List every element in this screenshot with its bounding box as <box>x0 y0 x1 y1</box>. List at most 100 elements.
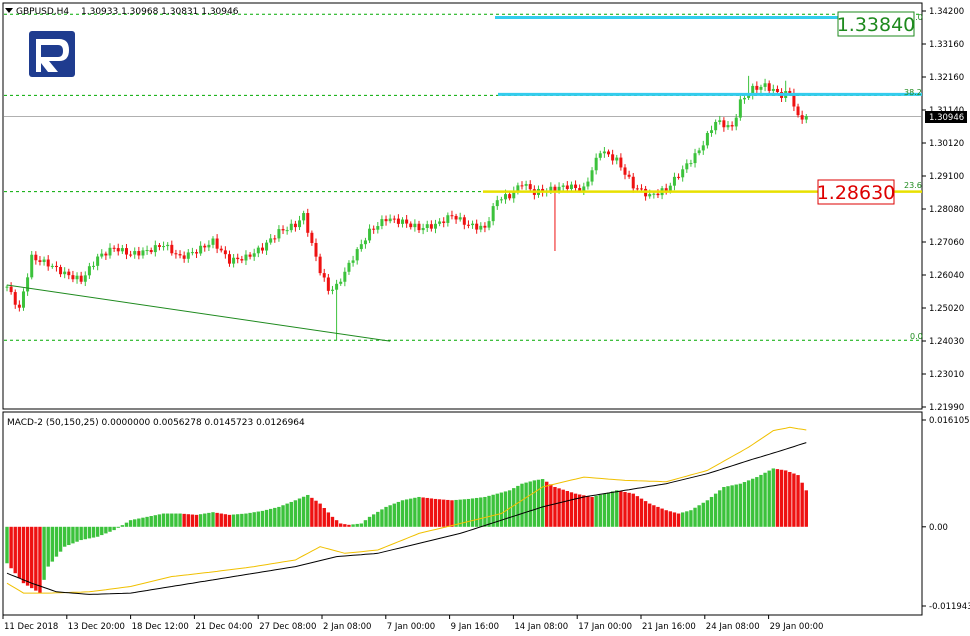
candle-body <box>380 219 384 227</box>
histogram-bar <box>21 526 26 584</box>
symbol-label: GBPUSD,H4 <box>16 7 69 17</box>
histogram-bar <box>722 487 726 527</box>
histogram-bar <box>635 496 640 527</box>
macd-line <box>6 442 807 595</box>
histogram-bar <box>788 471 792 527</box>
histogram-bar <box>656 506 660 527</box>
candle-body <box>38 260 42 262</box>
histogram-bar <box>215 512 219 527</box>
histogram-bar <box>474 497 479 527</box>
histogram-bar <box>260 510 265 527</box>
histogram-bar <box>203 513 207 527</box>
candle-body <box>112 247 116 249</box>
histogram-bar <box>804 490 808 527</box>
candle-body <box>372 228 376 230</box>
candle-body <box>450 215 454 217</box>
candle-body <box>120 248 124 252</box>
candle-body <box>285 230 289 232</box>
histogram-bar <box>409 498 413 527</box>
histogram-bar <box>301 496 306 527</box>
histogram-bar <box>462 499 467 527</box>
candle-body <box>413 223 417 228</box>
time-tick-label: 11 Dec 2018 <box>4 622 58 632</box>
histogram-bar <box>775 469 780 527</box>
candle-body <box>520 185 524 187</box>
price-tick-label: 1.24030 <box>929 337 964 347</box>
candle-body <box>454 215 458 220</box>
histogram-bar <box>573 493 578 527</box>
candle-body <box>153 245 157 253</box>
histogram-bar <box>178 513 182 527</box>
histogram-bar <box>413 497 417 527</box>
histogram-bar <box>746 480 751 527</box>
histogram-bar <box>83 526 87 540</box>
histogram-bar <box>363 520 368 527</box>
histogram-bar <box>231 514 236 527</box>
candle-body <box>479 225 483 230</box>
price-tick-label: 1.29100 <box>929 172 964 182</box>
candle-body <box>75 275 79 280</box>
candle-body <box>446 215 450 223</box>
histogram-bar <box>17 526 22 579</box>
candle-body <box>326 277 330 291</box>
candle-body <box>322 273 326 278</box>
histogram-bar <box>91 526 96 538</box>
histogram-bar <box>528 481 532 527</box>
histogram-bar <box>536 479 541 527</box>
candle-body <box>565 185 569 189</box>
candle-body <box>240 259 244 261</box>
histogram-bar <box>50 526 55 562</box>
histogram-bar <box>623 491 627 527</box>
histogram-bar <box>598 494 602 527</box>
histogram-bar <box>491 494 495 527</box>
histogram-bar <box>190 514 195 527</box>
time-tick-label: 17 Jan 00:00 <box>578 622 632 632</box>
candle-body <box>689 163 693 165</box>
candle-body <box>162 246 166 248</box>
histogram-bar <box>565 490 570 527</box>
histogram-bar <box>796 475 800 527</box>
histogram-bar <box>503 491 508 527</box>
histogram-bar <box>582 495 586 527</box>
candle-body <box>21 291 25 308</box>
candle-body <box>751 85 755 96</box>
histogram-bar <box>384 506 388 527</box>
candle-body <box>442 221 446 223</box>
candle-body <box>615 157 619 161</box>
candle-body <box>677 176 681 178</box>
histogram-bar <box>330 516 335 527</box>
histogram-bar <box>116 526 120 528</box>
histogram-bar <box>112 526 116 531</box>
candle-body <box>199 245 203 254</box>
candle-body <box>34 254 38 261</box>
histogram-bar <box>396 501 401 527</box>
candle-body <box>5 286 9 288</box>
candle-body <box>491 206 495 222</box>
histogram-bar <box>75 526 79 542</box>
candle-body <box>174 253 178 255</box>
histogram-bar <box>767 470 771 527</box>
histogram-bar <box>240 513 244 527</box>
histogram-bar <box>376 511 380 527</box>
candle-body <box>343 271 347 282</box>
dropdown-icon[interactable] <box>5 8 13 13</box>
candle-body <box>771 88 775 91</box>
candle-body <box>664 188 668 191</box>
histogram-bar <box>512 488 516 527</box>
histogram-bar <box>161 513 166 527</box>
target-up-value: 1.33840 <box>837 14 916 36</box>
price-tick-label: 1.32160 <box>929 73 964 83</box>
histogram-bar <box>664 510 668 527</box>
candle-body <box>792 92 796 107</box>
candle-body <box>602 151 606 154</box>
candle-body <box>409 223 413 228</box>
candle-body <box>50 265 54 267</box>
candle-body <box>800 115 804 120</box>
candle-body <box>672 176 676 186</box>
candle-body <box>293 223 297 228</box>
candle-body <box>207 244 211 248</box>
histogram-bar <box>586 496 590 527</box>
histogram-bar <box>713 493 718 527</box>
candle-body <box>598 153 602 158</box>
brand-logo <box>29 31 75 77</box>
